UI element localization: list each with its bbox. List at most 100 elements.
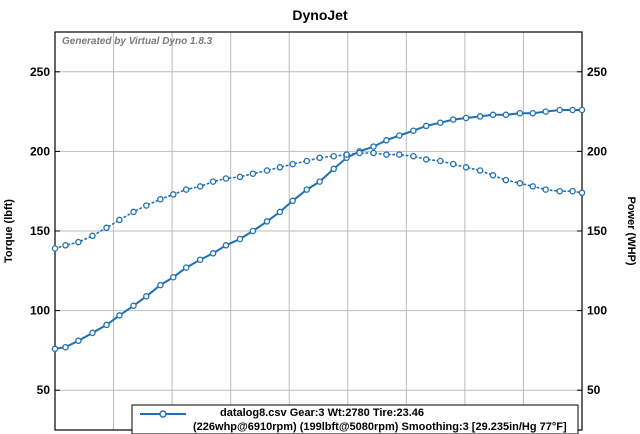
data-point-power [209, 250, 217, 257]
data-point-torque [303, 157, 311, 165]
y-axis-right: 50 100 150 200 250 [577, 65, 607, 397]
data-point-power [89, 329, 96, 337]
legend-marker-sample [159, 410, 167, 418]
data-point-torque [249, 170, 257, 177]
data-point-torque [542, 186, 549, 193]
data-point-power [410, 127, 417, 134]
data-point-power [263, 218, 271, 225]
data-point-power [157, 281, 164, 289]
data-point-torque [370, 149, 377, 157]
watermark: Generated by Virtual Dyno 1.8.3 [62, 36, 213, 47]
data-point-torque [449, 160, 457, 168]
data-point-power [249, 227, 257, 235]
data-point-power [103, 321, 110, 329]
data-point-power [542, 108, 549, 115]
series-line-power [54, 109, 583, 350]
series-line-torque [54, 152, 583, 250]
data-point-power [130, 302, 137, 310]
grid [55, 32, 582, 430]
y-tick-label-left: 250 [30, 65, 50, 79]
y-tick-label-right: 250 [587, 65, 607, 79]
data-point-torque [489, 172, 497, 179]
data-point-power [370, 143, 377, 150]
data-point-power [75, 337, 82, 345]
data-point-torque [116, 216, 123, 224]
y-tick-label-right: 200 [587, 144, 607, 158]
data-point-power [529, 109, 537, 117]
data-point-torque [316, 154, 323, 162]
data-point-torque [209, 178, 217, 185]
data-point-torque [62, 242, 69, 249]
y-tick-label-right: 100 [587, 304, 607, 318]
data-point-power [196, 256, 204, 263]
data-point-power [422, 122, 430, 130]
data-point-torque [422, 156, 430, 163]
data-point-torque [569, 187, 576, 195]
data-point-torque [276, 164, 284, 171]
data-point-torque [343, 151, 350, 158]
series-layer [51, 106, 586, 353]
data-point-power [330, 165, 337, 173]
legend-box [131, 404, 579, 434]
data-point-power [449, 116, 457, 123]
data-point-power [62, 343, 69, 351]
data-point-torque [103, 224, 110, 232]
data-point-torque [143, 202, 150, 209]
data-point-torque [396, 151, 403, 158]
data-point-power [303, 186, 311, 193]
data-point-torque [330, 152, 337, 160]
data-point-power [578, 106, 586, 114]
data-point-torque [356, 149, 363, 157]
y-tick-label-left: 150 [30, 224, 50, 238]
data-point-power [383, 137, 390, 144]
data-point-power [222, 242, 230, 249]
data-point-torque [170, 191, 177, 198]
data-point-power [569, 106, 576, 114]
data-point-power [396, 132, 403, 139]
data-point-power [116, 312, 123, 319]
data-point-torque [556, 187, 563, 195]
data-point-torque [89, 232, 96, 240]
y-tick-label-left: 200 [30, 144, 50, 158]
y-tick-label-right: 50 [587, 383, 601, 397]
data-point-power [170, 273, 177, 281]
data-point-power [236, 235, 244, 243]
data-point-torque [462, 164, 470, 171]
data-point-torque [130, 208, 137, 216]
data-point-power [182, 264, 190, 271]
data-point-power [316, 178, 323, 185]
data-point-torque [263, 167, 271, 174]
y-axis-label-right: Power (WHP) [625, 196, 637, 265]
y-tick-label-left: 100 [30, 304, 50, 318]
data-point-torque [476, 167, 484, 174]
data-point-torque [516, 179, 524, 187]
data-point-power [143, 293, 150, 300]
data-point-torque [410, 152, 417, 160]
data-point-torque [222, 175, 230, 182]
data-point-power [51, 345, 59, 353]
legend-line2: (226whp@6910rpm) (199lbft@5080rpm) Smoot… [193, 421, 567, 433]
data-point-torque [437, 157, 444, 165]
y-axis-left: 50 100 150 200 250 [30, 65, 60, 397]
data-point-torque [502, 176, 510, 184]
data-point-power [437, 119, 444, 126]
data-point-power [276, 208, 284, 216]
y-axis-label-left: Torque (lbft) [3, 199, 15, 263]
legend-line1: datalog8.csv Gear:3 Wt:2780 Tire:23.46 [220, 407, 424, 419]
chart-title: DynoJet [292, 7, 348, 23]
data-point-power [489, 111, 497, 119]
data-point-torque [75, 238, 82, 246]
data-point-torque [182, 186, 190, 193]
data-point-power [556, 106, 563, 114]
data-point-torque [578, 189, 586, 197]
data-point-torque [196, 183, 204, 190]
data-point-power [476, 113, 484, 120]
data-point-torque [289, 160, 296, 168]
y-tick-label-left: 50 [37, 383, 51, 397]
data-point-power [462, 114, 470, 122]
data-point-torque [529, 183, 537, 190]
y-tick-label-right: 150 [587, 224, 607, 238]
legend: datalog8.csv Gear:3 Wt:2780 Tire:23.46 (… [131, 404, 579, 434]
data-point-torque [157, 195, 164, 203]
